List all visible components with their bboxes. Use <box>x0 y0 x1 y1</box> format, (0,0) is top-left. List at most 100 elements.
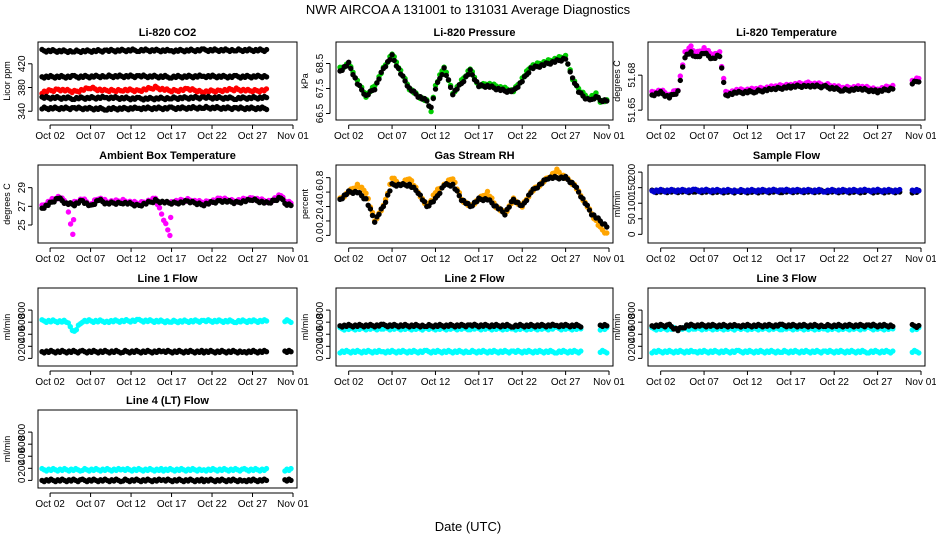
data-point <box>569 75 576 81</box>
y-axis-label: ml/min <box>2 314 12 341</box>
x-tick-label: Oct 27 <box>551 377 581 388</box>
y-tick-label: 200 <box>315 338 326 355</box>
y-tick-label: 0.2 <box>315 214 326 228</box>
data-point <box>467 67 473 73</box>
data-point <box>385 192 391 198</box>
y-axis-label: ml/min <box>612 191 622 218</box>
data-point <box>445 77 452 83</box>
data-point <box>70 231 76 238</box>
series-flushing <box>39 316 294 334</box>
series-reference <box>337 173 610 230</box>
data-point <box>578 348 584 354</box>
y-tick-label: 27 <box>17 200 28 212</box>
plot-frame <box>647 164 926 244</box>
data-point <box>515 84 521 90</box>
data-point <box>604 323 610 329</box>
data-point <box>437 190 443 197</box>
x-tick-label: Oct 27 <box>863 254 893 265</box>
x-tick-label: Oct 12 <box>116 131 146 142</box>
data-point <box>263 94 270 101</box>
x-tick-label: Oct 12 <box>421 377 451 388</box>
data-point <box>580 196 586 202</box>
data-point <box>688 49 694 55</box>
x-tick-label: Oct 27 <box>551 254 581 265</box>
x-axis: Oct 02 Oct 07 Oct 12 Oct 17 Oct 22 Oct 27 Nov … <box>35 370 309 388</box>
panel-li-820-co2: Li-820 CO2 340 380 420 Licor ppm Oct 02 Oct 07… <box>2 27 309 142</box>
y-tick-label: 800 <box>627 301 638 318</box>
y-tick-label: 0 <box>17 355 28 361</box>
y-tick-label: 400 <box>315 325 326 342</box>
data-point <box>356 82 363 89</box>
x-tick-label: Oct 02 <box>35 377 65 388</box>
y-axis: 0.00.20.40.60.8 percent <box>300 170 331 242</box>
data-point <box>447 84 454 91</box>
data-point <box>372 219 378 225</box>
y-tick-label: 200 <box>627 163 638 180</box>
y-tick-label: 600 <box>17 435 28 452</box>
y-tick-label: 51.68 <box>627 62 638 87</box>
figure-title: NWR AIRCOA A 131001 to 131031 Average Di… <box>306 2 631 17</box>
x-tick-label: Oct 02 <box>334 377 364 388</box>
x-tick-label: Oct 02 <box>646 131 676 142</box>
x-tick-label: Oct 12 <box>421 254 451 265</box>
y-tick-label: 0 <box>17 477 28 483</box>
y-tick-label: 600 <box>315 313 326 330</box>
y-axis-label: ml/min <box>300 314 310 341</box>
x-tick-label: Oct 07 <box>689 131 719 142</box>
x-tick-label: Nov 01 <box>277 254 309 265</box>
data-point <box>443 72 449 79</box>
data-point <box>167 232 173 239</box>
x-axis: Oct 02 Oct 07 Oct 12 Oct 17 Oct 22 Oct 27 Nov … <box>646 370 936 388</box>
x-tick-label: Nov 01 <box>905 131 936 142</box>
y-axis-label: degrees C <box>612 60 622 102</box>
series-measurement <box>39 347 294 356</box>
x-tick-label: Oct 17 <box>157 254 187 265</box>
figure-x-axis-label: Date (UTC) <box>435 519 501 534</box>
plot-frame <box>335 164 614 244</box>
data-point <box>450 181 456 188</box>
panel-title-line-3-flow: Line 3 Flow <box>757 273 817 285</box>
data-point <box>604 230 610 236</box>
series-measurement <box>337 321 610 330</box>
panels-group: Li-820 CO2 340 380 420 Licor ppm Oct 02 Oct 07… <box>2 27 936 510</box>
x-axis: Oct 02 Oct 07 Oct 12 Oct 17 Oct 22 Oct 27 Nov … <box>35 124 309 142</box>
x-tick-label: Nov 01 <box>905 254 936 265</box>
data-point <box>430 95 436 102</box>
data-point <box>376 76 382 82</box>
y-tick-label: 25 <box>17 219 28 231</box>
x-tick-label: Oct 17 <box>776 254 806 265</box>
plot-frame <box>335 41 614 121</box>
x-tick-label: Oct 07 <box>377 254 407 265</box>
x-axis: Oct 02 Oct 07 Oct 12 Oct 17 Oct 22 Oct 27 Nov … <box>646 124 936 142</box>
data-point <box>395 65 402 72</box>
data-point <box>502 212 508 218</box>
x-tick-label: Oct 02 <box>334 254 364 265</box>
data-point <box>421 199 428 205</box>
data-point <box>369 212 376 219</box>
data-point <box>424 98 430 104</box>
plot-frame <box>37 41 298 121</box>
x-tick-label: Nov 01 <box>905 377 936 388</box>
data-point <box>389 52 395 58</box>
data-point <box>156 205 163 211</box>
data-point <box>70 217 77 223</box>
y-tick-label: 50 <box>627 213 638 225</box>
data-point <box>163 220 169 227</box>
data-point <box>432 86 439 92</box>
data-point <box>376 211 382 218</box>
data-point <box>675 88 681 94</box>
x-tick-label: Oct 02 <box>646 377 676 388</box>
data-point <box>382 199 389 206</box>
data-point <box>469 72 475 78</box>
data-point <box>67 221 74 227</box>
x-axis: Oct 02 Oct 07 Oct 12 Oct 17 Oct 22 Oct 27 Nov … <box>646 247 936 265</box>
x-tick-label: Nov 01 <box>593 377 625 388</box>
data-point <box>890 86 896 92</box>
data-point <box>263 86 270 92</box>
